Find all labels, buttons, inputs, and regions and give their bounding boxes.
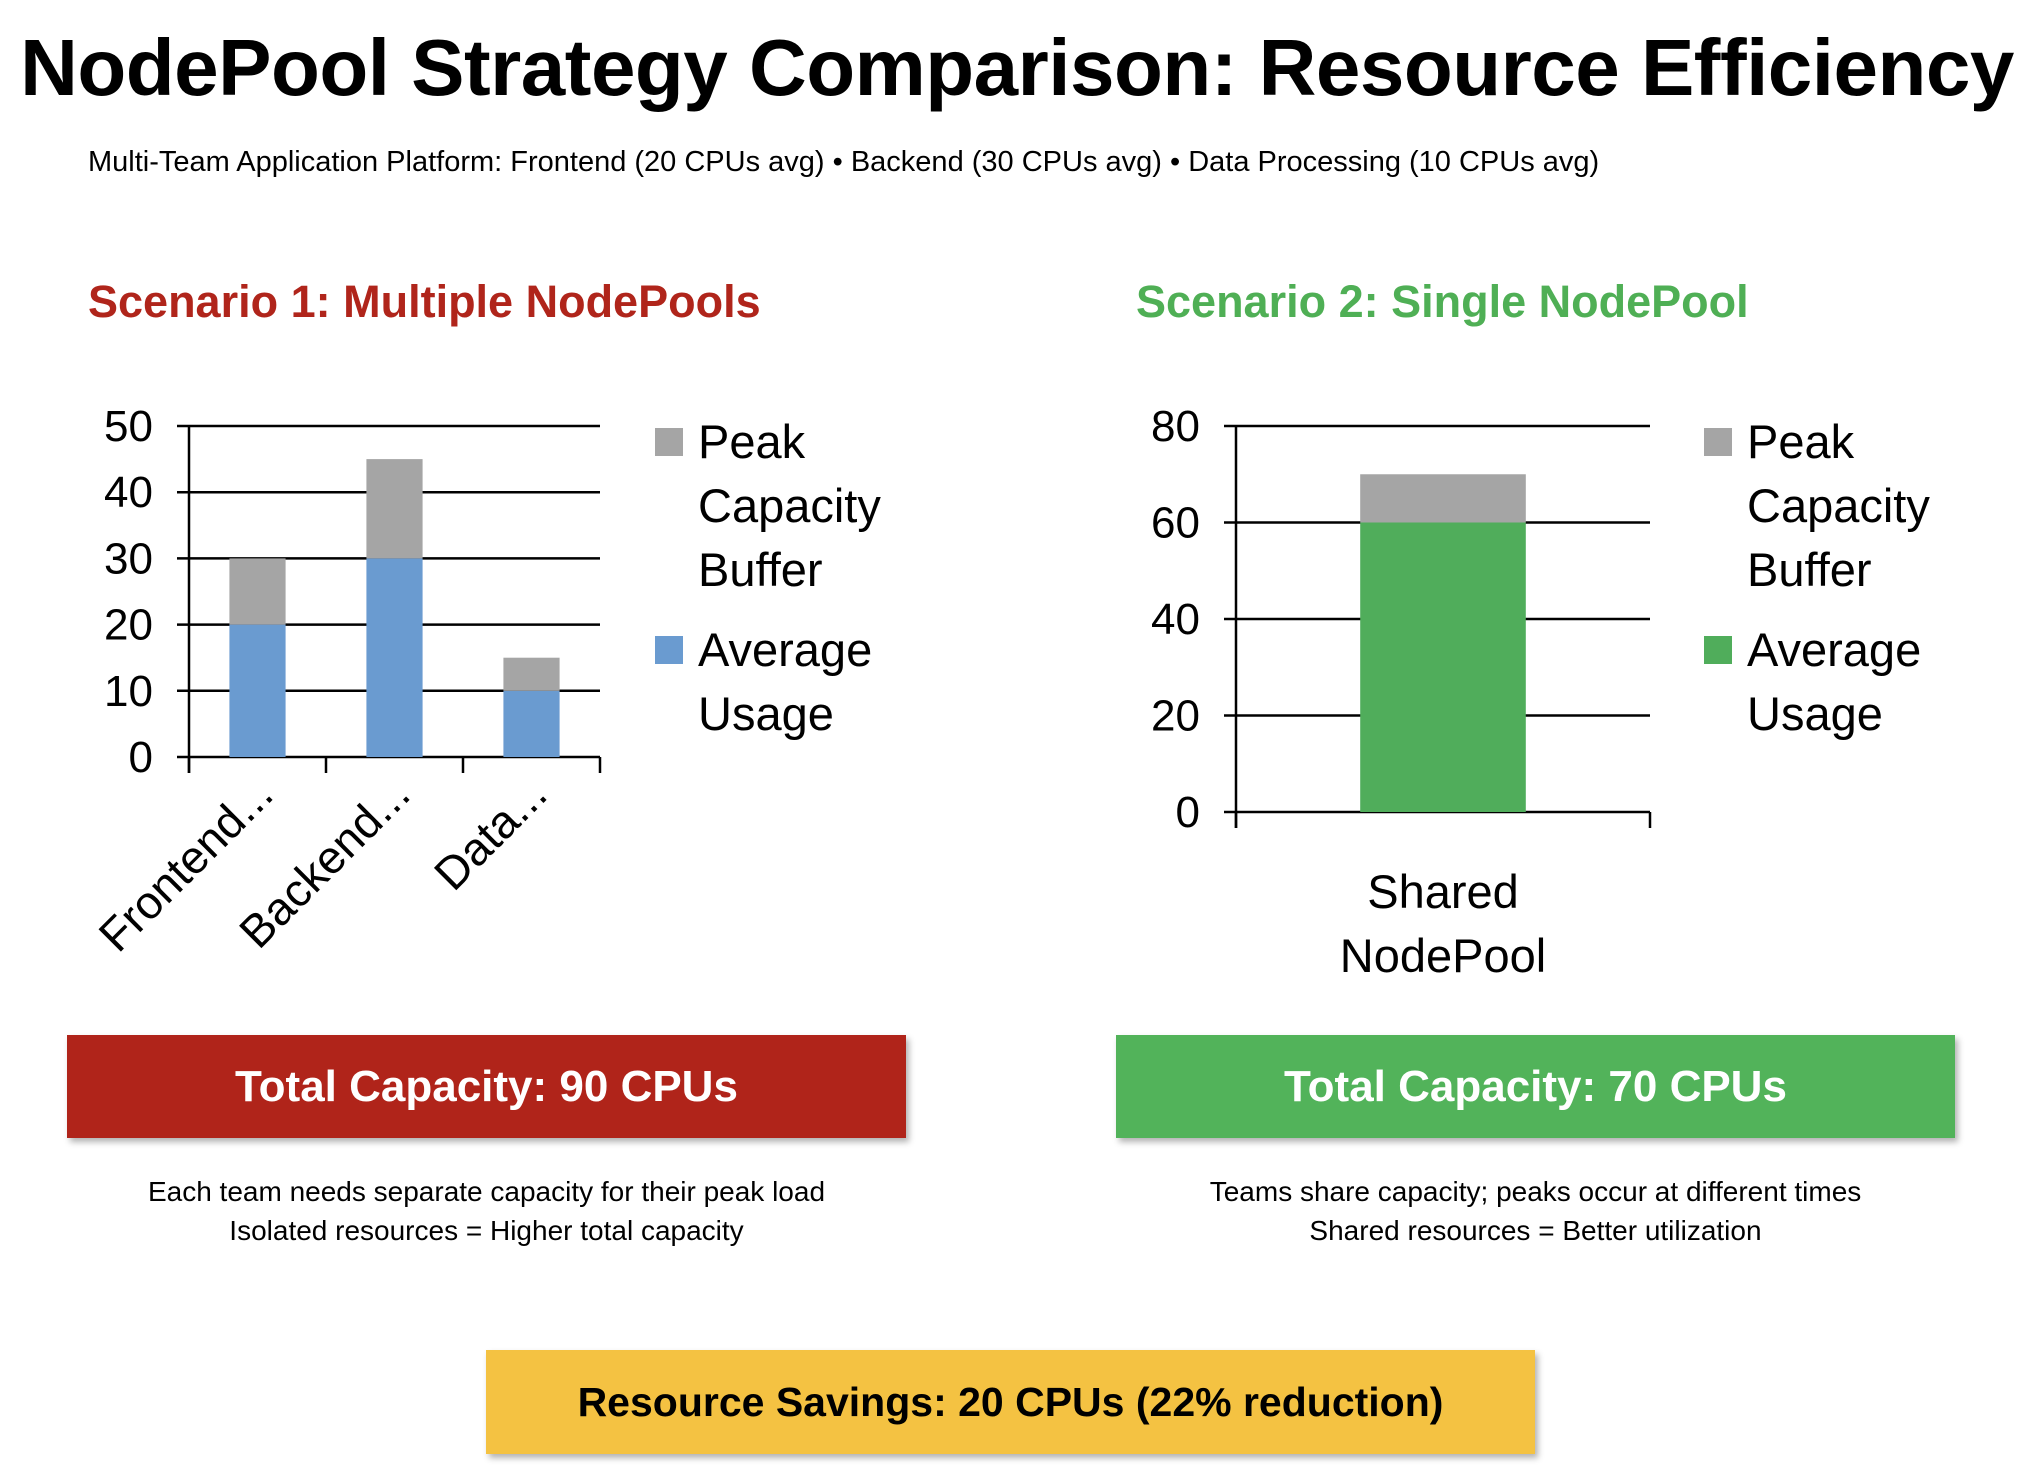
scenario1-notes: Each team needs separate capacity for th… xyxy=(67,1172,906,1250)
y-tick-label: 40 xyxy=(104,468,153,517)
y-tick-label: 50 xyxy=(104,402,153,451)
scenario2-notes: Teams share capacity; peaks occur at dif… xyxy=(1116,1172,1955,1250)
bar-average-usage xyxy=(366,558,423,757)
page-title: NodePool Strategy Comparison: Resource E… xyxy=(20,23,2014,112)
x-category-label: Shared xyxy=(1367,865,1519,918)
resource-savings-banner: Resource Savings: 20 CPUs (22% reduction… xyxy=(486,1350,1535,1454)
x-category-label: NodePool xyxy=(1340,929,1546,982)
scenario2-note: Teams share capacity; peaks occur at dif… xyxy=(1209,1176,1862,1207)
scenario1-total-capacity-banner: Total Capacity: 90 CPUs xyxy=(67,1035,906,1138)
legend-swatch xyxy=(655,636,683,664)
legend-label: Capacity xyxy=(698,479,881,532)
y-tick-label: 20 xyxy=(104,601,153,650)
legend-label: Average xyxy=(698,623,872,676)
y-tick-label: 10 xyxy=(104,667,153,716)
legend-label: Capacity xyxy=(1747,479,1930,532)
legend-swatch xyxy=(1704,428,1732,456)
bar-peak-capacity-buffer xyxy=(229,558,286,625)
scenario1-heading: Scenario 1: Multiple NodePools xyxy=(88,276,761,327)
chart-single-nodepool: 0 20 40 60 80 Shared NodePool Peak Capacity Buffe… xyxy=(1151,402,1930,982)
bar-average-usage xyxy=(229,624,286,757)
legend-label: Average xyxy=(1747,623,1921,676)
scenario1-note: Isolated resources = Higher total capaci… xyxy=(229,1215,744,1246)
y-tick-label: 20 xyxy=(1151,692,1200,741)
legend-label: Buffer xyxy=(698,543,823,596)
scenario2-total-capacity-banner: Total Capacity: 70 CPUs xyxy=(1116,1035,1955,1138)
y-tick-label: 80 xyxy=(1151,402,1200,451)
legend-label: Usage xyxy=(1747,687,1883,740)
bar-peak-capacity-buffer xyxy=(366,459,423,559)
bar-average-usage xyxy=(503,690,560,757)
scenario2-note: Shared resources = Better utilization xyxy=(1309,1215,1762,1246)
scenario2-heading: Scenario 2: Single NodePool xyxy=(1136,276,1749,327)
x-category-label: Data... xyxy=(424,767,557,900)
legend-swatch xyxy=(1704,636,1732,664)
legend-label: Usage xyxy=(698,687,834,740)
scenario1-note: Each team needs separate capacity for th… xyxy=(147,1176,826,1207)
y-tick-label: 40 xyxy=(1151,595,1200,644)
legend-label: Peak xyxy=(1747,415,1855,468)
legend-label: Peak xyxy=(698,415,806,468)
bar-peak-capacity-buffer xyxy=(1360,474,1526,523)
legend-swatch xyxy=(655,428,683,456)
y-tick-label: 0 xyxy=(1176,788,1200,837)
legend-label: Buffer xyxy=(1747,543,1872,596)
y-tick-label: 30 xyxy=(104,534,153,583)
bar-peak-capacity-buffer xyxy=(503,657,560,691)
subtitle: Multi-Team Application Platform: Fronten… xyxy=(88,146,1600,178)
bar-average-usage xyxy=(1360,522,1526,812)
y-tick-label: 60 xyxy=(1151,499,1200,548)
y-tick-label: 0 xyxy=(129,733,153,782)
